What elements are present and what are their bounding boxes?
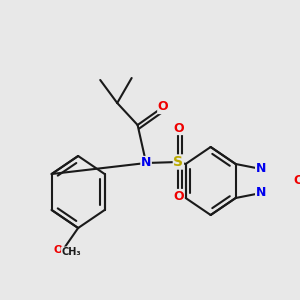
Text: O: O — [158, 100, 168, 113]
Text: CH₃: CH₃ — [61, 247, 81, 257]
Text: O: O — [293, 175, 300, 188]
Text: O: O — [53, 245, 62, 255]
Text: O: O — [173, 190, 184, 202]
Text: N: N — [256, 187, 266, 200]
Text: O: O — [173, 122, 184, 134]
Text: S: S — [173, 155, 183, 169]
Text: N: N — [141, 157, 151, 169]
Text: N: N — [256, 163, 266, 176]
